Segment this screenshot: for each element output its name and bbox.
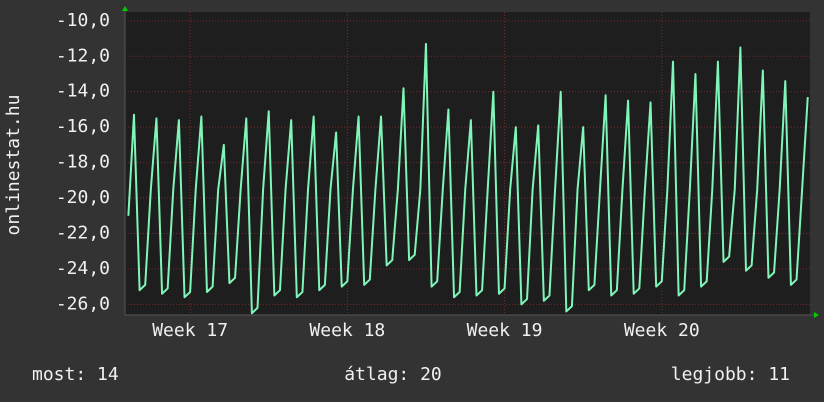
axis-arrow xyxy=(814,312,819,318)
y-tick-label: -22,0 xyxy=(56,222,110,243)
data-line xyxy=(127,42,809,315)
y-tick-label: -18,0 xyxy=(56,152,110,173)
x-tick-label: Week 18 xyxy=(309,320,385,341)
footer-current: most: 14 xyxy=(32,364,119,385)
x-tick-label: Week 17 xyxy=(152,320,228,341)
footer-average: átlag: 20 xyxy=(344,364,442,385)
y-tick-label: -20,0 xyxy=(56,187,110,208)
y-tick-label: -16,0 xyxy=(56,116,110,137)
y-tick-label: -12,0 xyxy=(56,45,110,66)
axis-arrow xyxy=(122,6,128,11)
x-tick-label: Week 19 xyxy=(467,320,543,341)
y-tick-label: -10,0 xyxy=(56,10,110,31)
y-tick-label: -14,0 xyxy=(56,81,110,102)
x-tick-label: Week 20 xyxy=(624,320,700,341)
footer-best: legjobb: 11 xyxy=(671,364,790,385)
y-tick-label: -24,0 xyxy=(56,258,110,279)
y-axis-label: onlinestat.hu xyxy=(3,95,24,236)
y-tick-label: -26,0 xyxy=(56,293,110,314)
